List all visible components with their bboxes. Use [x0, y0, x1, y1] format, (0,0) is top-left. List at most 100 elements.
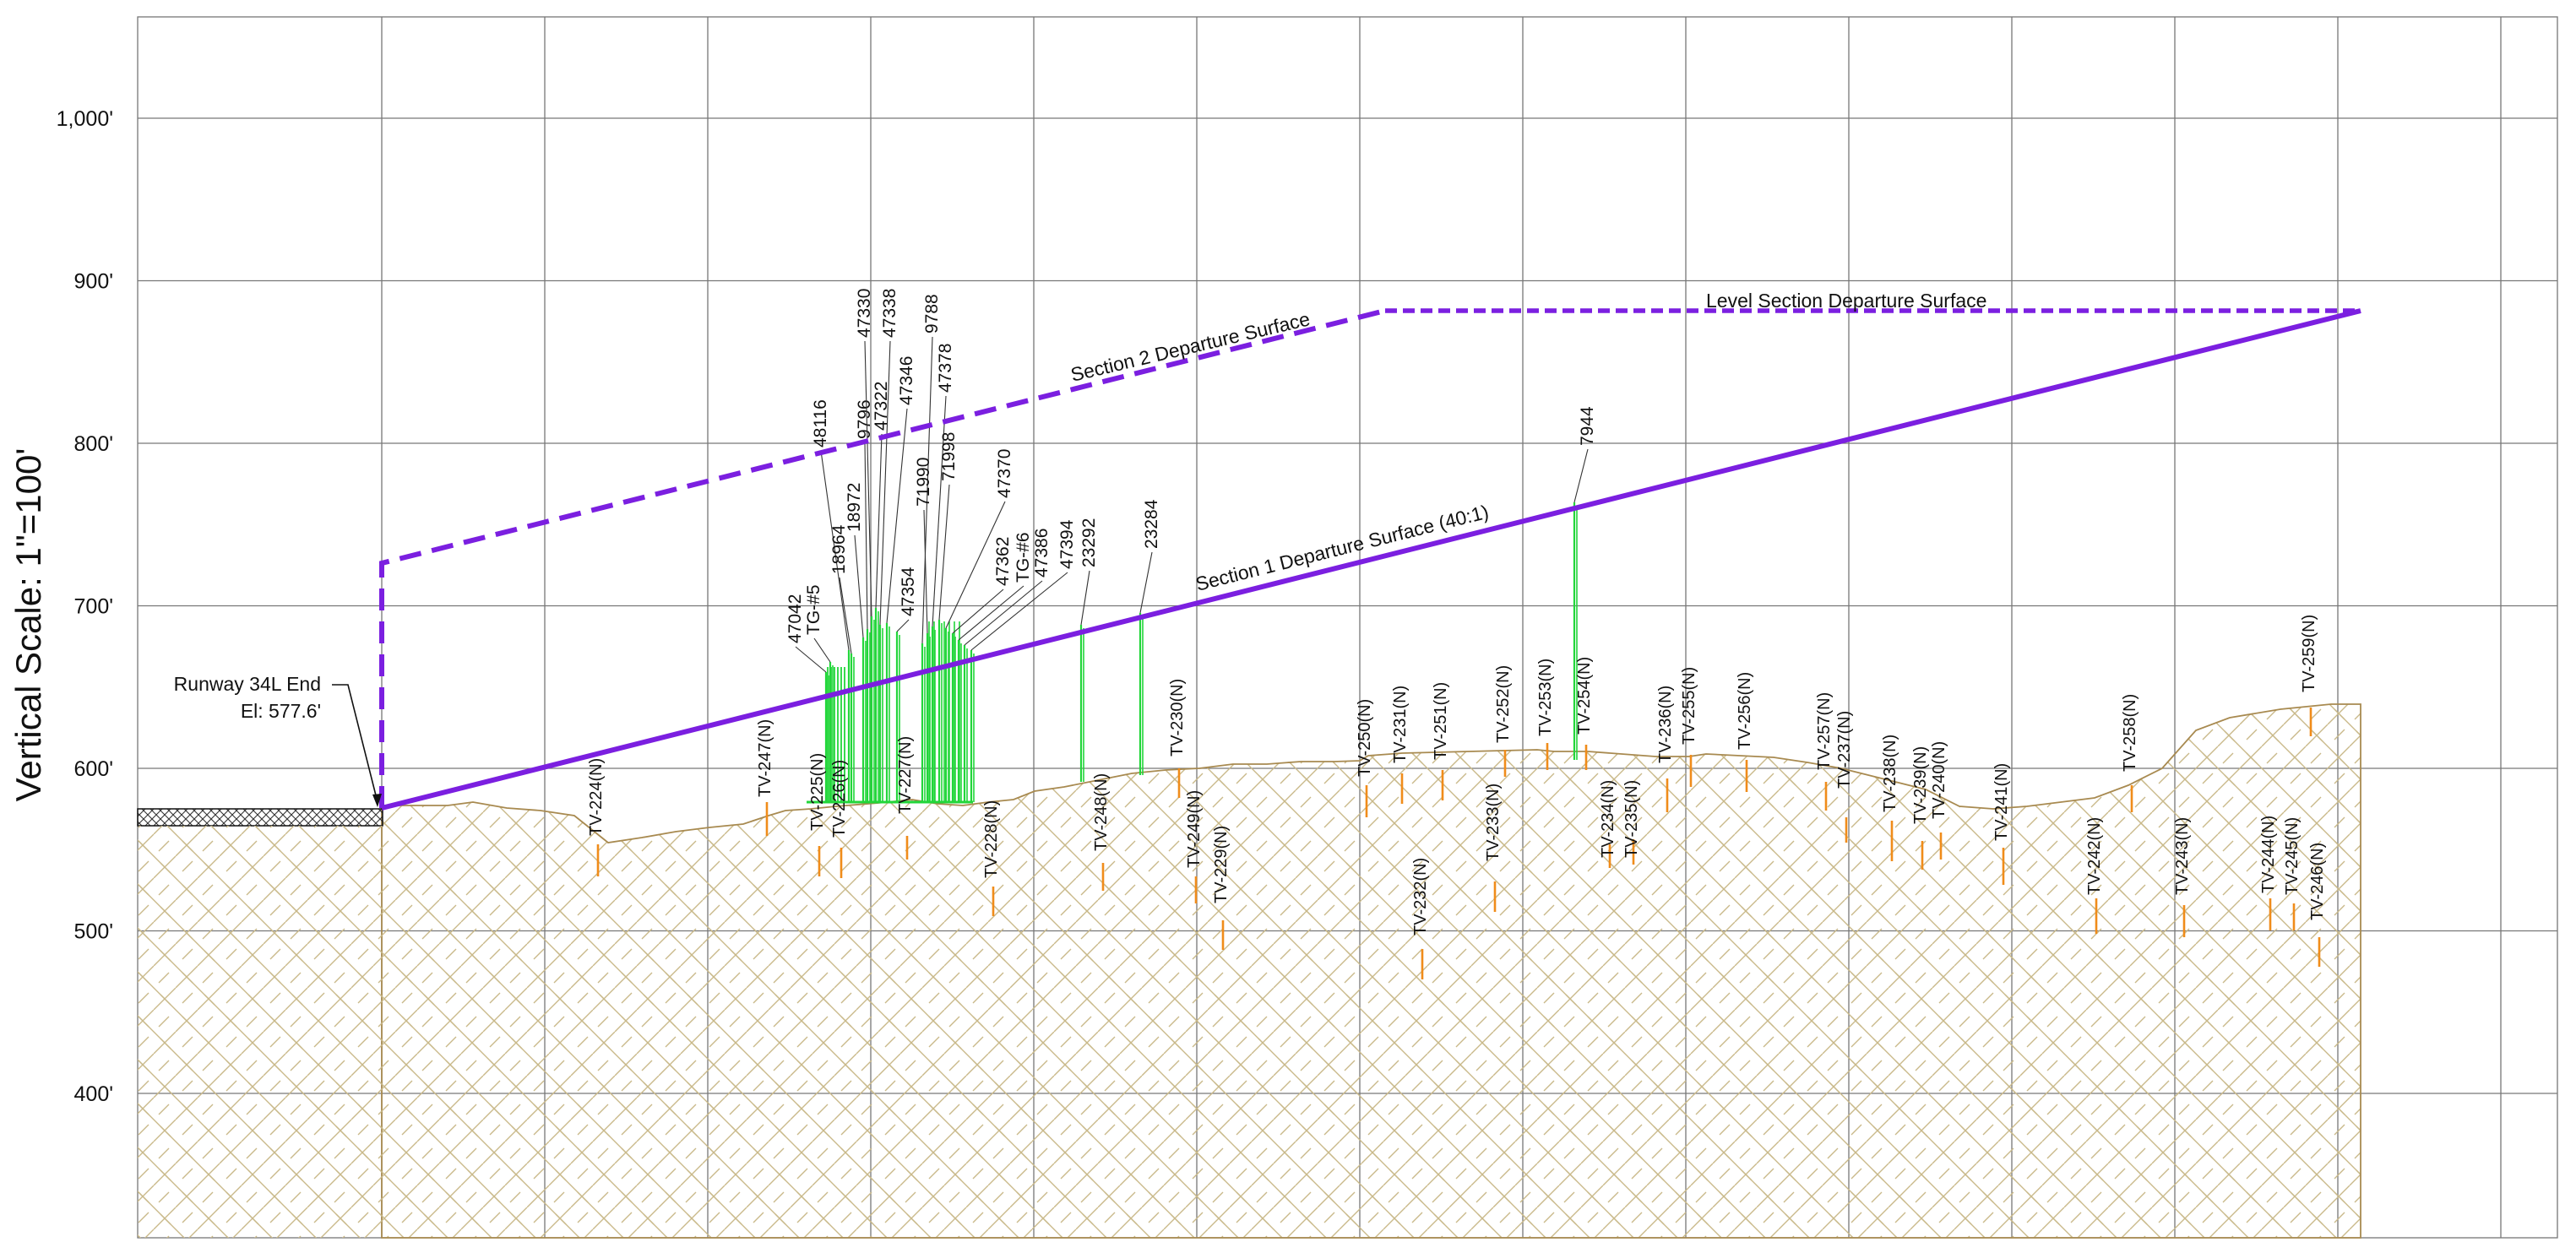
level-surface-label: Level Section Departure Surface: [1706, 290, 1986, 312]
tv-marker-label: TV-224(N): [587, 758, 606, 836]
obstruction-label: 71998: [939, 432, 959, 481]
tv-marker-label: TV-234(N): [1599, 780, 1617, 858]
tv-marker-label: TV-257(N): [1815, 692, 1834, 770]
obstruction-leader: [970, 572, 1068, 651]
tv-marker-label: TV-225(N): [808, 753, 827, 831]
tv-marker-label: TV-242(N): [2085, 817, 2104, 895]
obstruction-label: 48116: [811, 399, 830, 447]
obstruction-leader: [958, 585, 1024, 641]
terrain-profile: [381, 703, 2361, 1239]
obstruction-leader: [813, 637, 831, 663]
obstruction-leader: [921, 336, 933, 644]
section2-surface-label: Section 2 Departure Surface: [1068, 307, 1312, 386]
tv-marker-label: TV-238(N): [1881, 735, 1899, 812]
y-tick-label: 500': [74, 920, 113, 944]
obstruction-bars: [807, 502, 1578, 804]
obstruction-label: TG-#6: [1014, 532, 1033, 583]
tv-marker-label: TV-236(N): [1656, 686, 1675, 763]
obstruction-label: 9788: [922, 294, 942, 334]
y-tick-label: 900': [74, 270, 113, 294]
tv-marker-label: TV-244(N): [2259, 816, 2278, 893]
tv-marker-label: TV-258(N): [2121, 694, 2139, 772]
tv-marker-label: TV-231(N): [1391, 686, 1410, 763]
tv-marker-label: TV-251(N): [1432, 682, 1450, 760]
tv-marker-label: TV-237(N): [1835, 711, 1854, 789]
tv-marker-label: TV-249(N): [1185, 790, 1204, 868]
obstruction-leader: [964, 580, 1043, 646]
obstruction-label: 23284: [1142, 499, 1161, 549]
section1-departure-surface-line: [381, 308, 2361, 811]
obstruction-label: 7944: [1578, 406, 1597, 446]
tv-markers: TV-224(N) TV-247(N) TV-225(N) TV-226(N) TV-2…: [587, 615, 2327, 979]
tv-marker-label: TV-241(N): [1992, 763, 2011, 841]
obstruction-label: 47370: [995, 449, 1014, 498]
obstruction-leader: [1139, 551, 1153, 614]
obstruction-leader: [886, 408, 908, 624]
obstruction-label: 47378: [936, 344, 955, 393]
obstruction-label: TG-#5: [804, 584, 823, 635]
tv-marker-label: TV-256(N): [1736, 672, 1754, 750]
tv-marker-label: TV-229(N): [1212, 826, 1231, 903]
tv-marker-label: TV-245(N): [2283, 817, 2302, 895]
tv-marker-label: TV-253(N): [1536, 659, 1555, 736]
obstruction-leader: [1573, 448, 1589, 503]
obstruction-leader: [945, 501, 1006, 629]
tv-marker-label: TV-226(N): [830, 760, 849, 838]
obstruction-leader: [820, 450, 850, 651]
tv-marker-label: TV-228(N): [982, 800, 1001, 878]
obstruction-label: 9796: [855, 399, 874, 439]
obstruction-label: 47354: [899, 567, 918, 616]
obstruction-leader: [839, 577, 852, 654]
runway-pavement: [137, 808, 383, 827]
y-tick-label: 700': [74, 595, 113, 619]
obstruction-leader: [864, 442, 868, 630]
tv-marker-label: TV-246(N): [2308, 843, 2327, 920]
section1-surface-label: Section 1 Departure Surface (40:1): [1193, 501, 1491, 595]
obstruction-leader: [896, 619, 910, 632]
obstruction-leader: [795, 646, 827, 673]
obstruction-label: 47386: [1032, 529, 1052, 578]
tv-marker-label: TV-255(N): [1680, 667, 1698, 745]
obstruction-leader: [864, 340, 872, 617]
obstruction-leader: [952, 588, 1004, 634]
runway-name-label: Runway 34L End: [174, 673, 321, 695]
y-axis-title: Vertical Scale: 1"=100': [8, 448, 48, 802]
tv-marker-label: TV-233(N): [1484, 784, 1503, 861]
y-tick-label: 800': [74, 432, 113, 456]
obstruction-label: 71990: [914, 458, 933, 507]
tv-marker-label: TV-235(N): [1622, 780, 1641, 858]
runway-leader-arrow: [372, 794, 382, 807]
runway-leader: [332, 684, 378, 803]
y-tick-label: 400': [74, 1082, 113, 1106]
y-tick-label: 600': [74, 757, 113, 781]
section2-departure-surface-line: [379, 308, 1386, 808]
tv-marker-label: TV-239(N): [1911, 746, 1930, 824]
obstruction-label: 47322: [872, 382, 891, 431]
obstruction-label: 18964: [829, 524, 849, 574]
obstruction-label: 47346: [897, 356, 916, 405]
obstruction-label: 47362: [993, 537, 1013, 586]
obstruction-leader: [938, 484, 950, 621]
tv-marker-label: TV-227(N): [896, 736, 915, 814]
obstruction-label: 47394: [1057, 519, 1077, 569]
tv-marker-label: TV-252(N): [1494, 665, 1513, 743]
obstruction-leader: [923, 509, 928, 634]
y-axis-ticks: 1,000' 900' 800' 700' 600' 500' 400': [57, 107, 113, 1106]
obstruction-label: 23292: [1079, 518, 1099, 567]
tv-marker-label: TV-259(N): [2300, 615, 2318, 692]
tv-marker-label: TV-250(N): [1356, 699, 1374, 777]
runway-elevation-label: El: 577.6': [241, 700, 321, 722]
tv-marker-label: TV-240(N): [1930, 741, 1948, 819]
obstruction-leader: [854, 534, 864, 638]
tv-marker-label: TV-247(N): [756, 719, 774, 797]
departure-surfaces: [379, 308, 2361, 811]
obstruction-label: 47338: [880, 289, 899, 338]
obstruction-label: 47042: [785, 594, 805, 643]
tv-marker-label: TV-232(N): [1411, 858, 1430, 936]
obstruction-leader: [1080, 570, 1090, 626]
obstruction-leader: [932, 395, 947, 627]
tv-marker-label: TV-254(N): [1575, 657, 1594, 735]
obstruction-label: 18972: [845, 483, 864, 532]
